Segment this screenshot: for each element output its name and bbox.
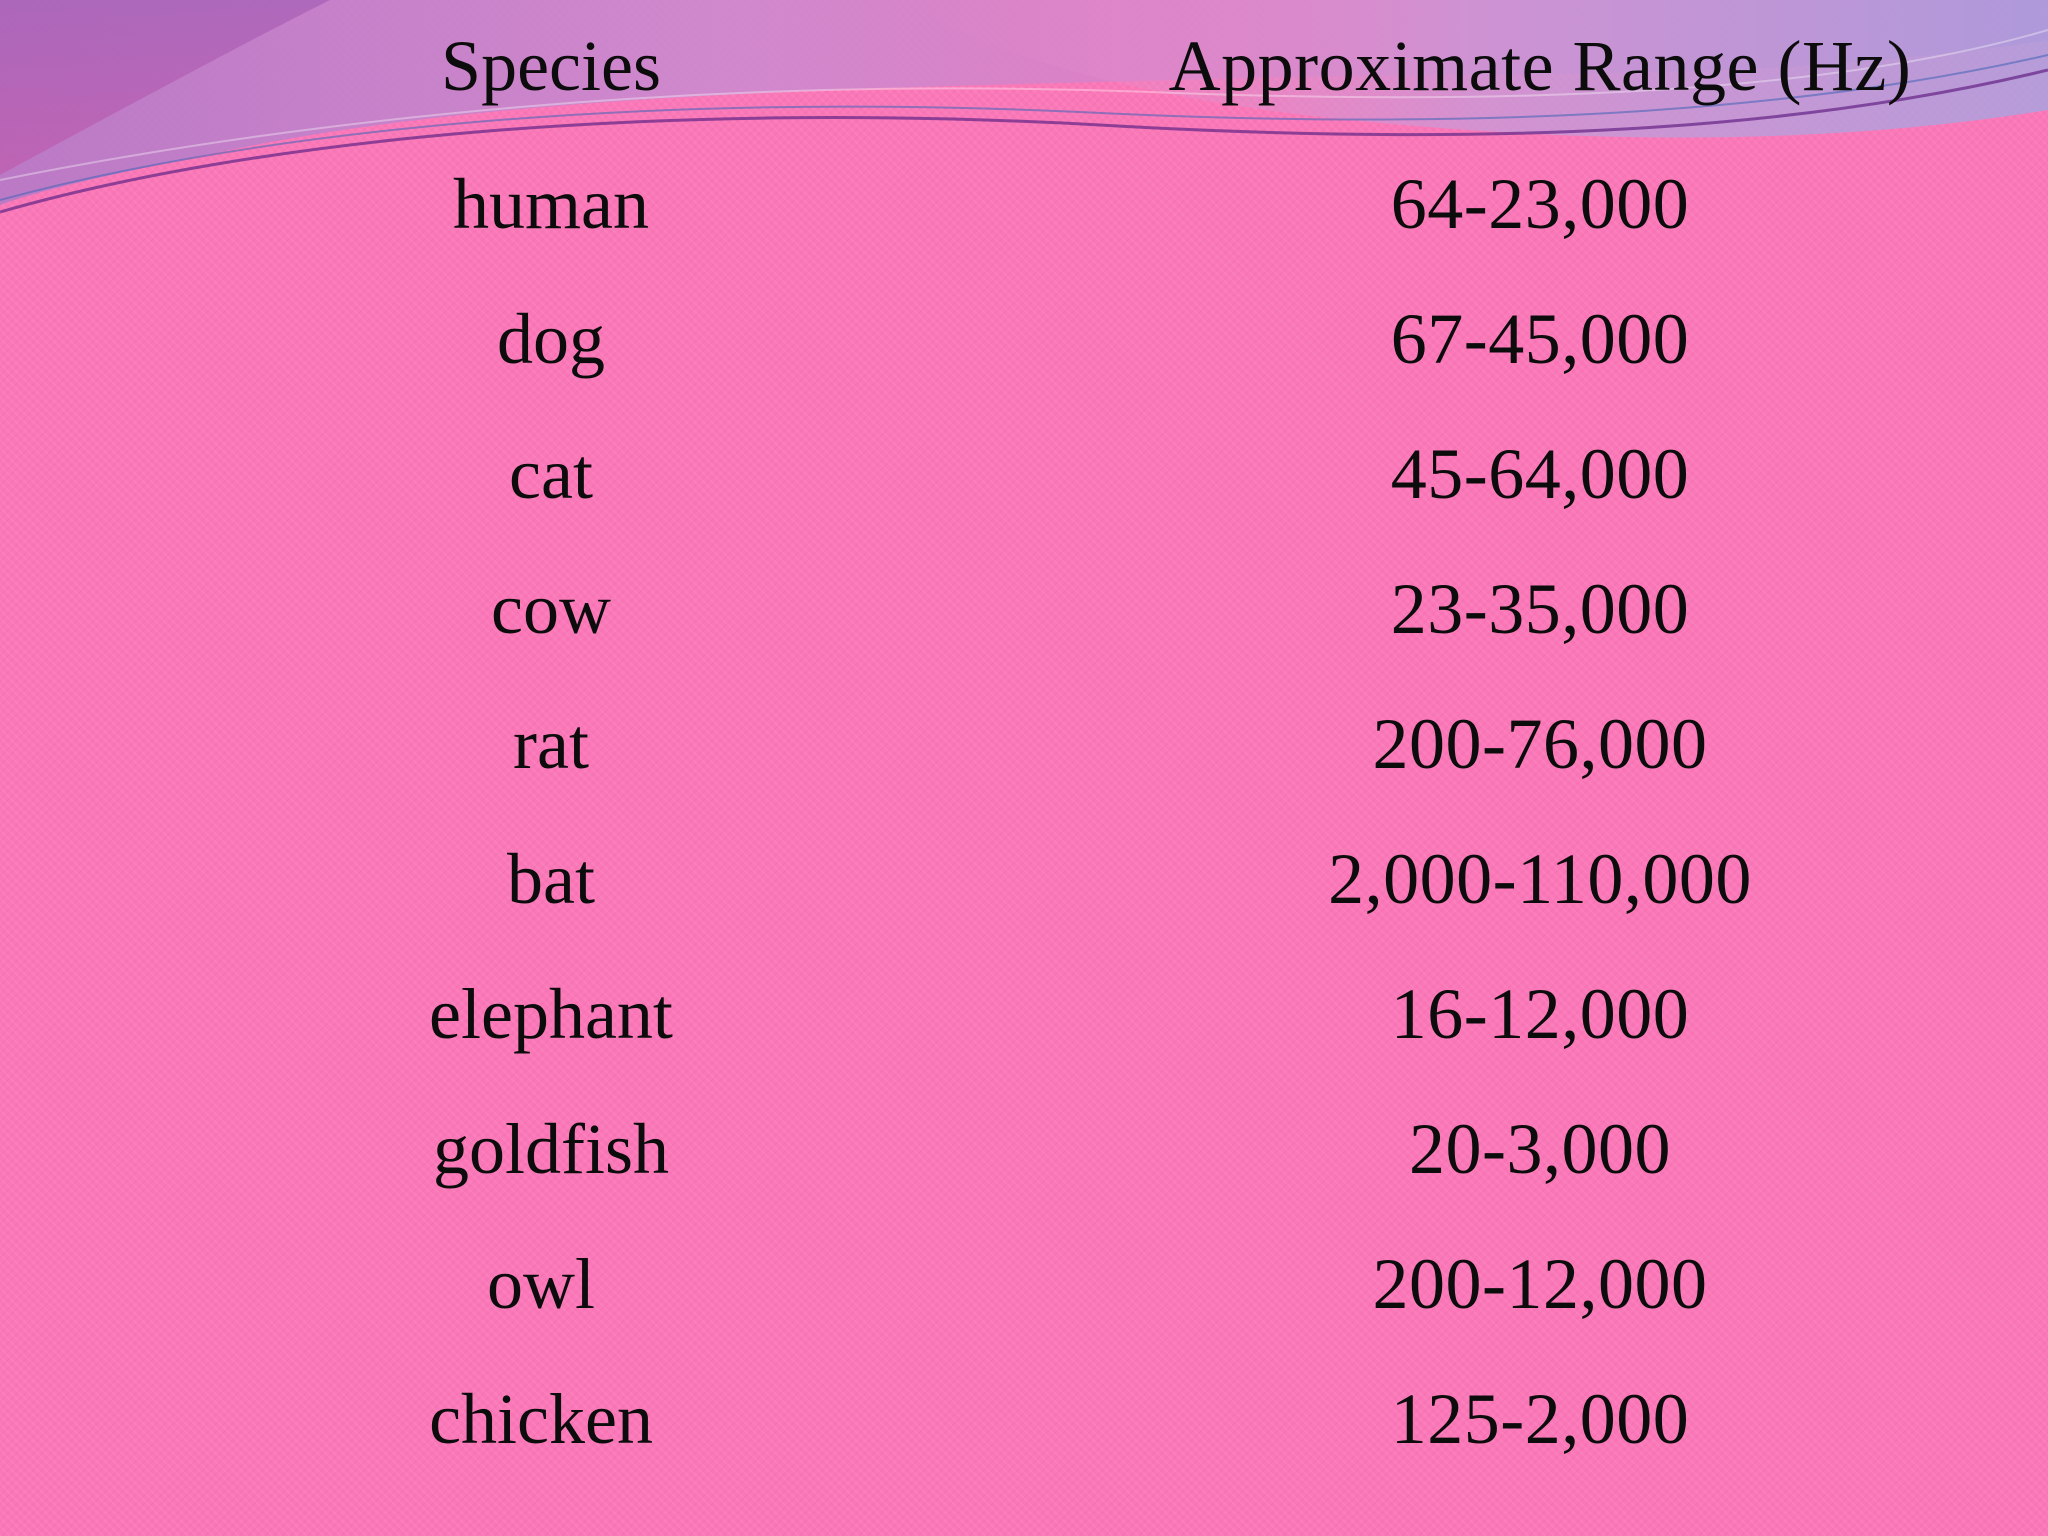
swoosh-line-1 [0,68,2048,214]
range-cell: 2,000-110,000 [1328,839,1752,919]
range-cell: 125-2,000 [1390,1379,1690,1459]
swoosh-band-right [900,0,2048,138]
decorative-swoosh [0,0,2048,214]
species-cell: rat [513,704,589,784]
range-cell: 200-76,000 [1372,704,1708,784]
species-cell: dog [497,299,605,379]
range-cell: 23-35,000 [1390,569,1690,649]
species-cell: chicken [429,1379,653,1459]
range-cell: 67-45,000 [1390,299,1690,379]
species-cell: cow [491,569,611,649]
range-cell: 20-3,000 [1409,1109,1671,1189]
species-cell: bat [507,839,595,919]
range-cell: 45-64,000 [1390,434,1690,514]
species-cell: human [453,164,649,244]
species-cell: cat [509,434,593,514]
range-column-header: Approximate Range (Hz) [1168,26,1912,106]
species-column-header: Species [441,26,661,106]
swoosh-line-3 [0,29,2048,181]
swoosh-band-left [0,0,330,175]
species-cell: goldfish [432,1109,670,1189]
range-cell: 64-23,000 [1390,164,1690,244]
species-cell: elephant [429,974,673,1054]
swoosh-line-2 [0,54,2048,201]
range-cell: 16-12,000 [1390,974,1690,1054]
range-cell: 200-12,000 [1372,1244,1708,1324]
species-cell: owl [487,1244,595,1324]
